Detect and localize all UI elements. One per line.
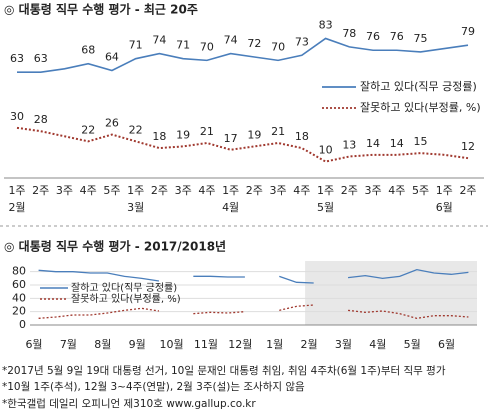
- series-line: [38, 268, 469, 284]
- x-tick-label: 5주: [412, 184, 429, 197]
- data-label: 64: [105, 50, 119, 63]
- data-label: 70: [271, 40, 285, 53]
- y-tick-label: 40: [12, 291, 26, 304]
- month-label: 4월: [222, 201, 239, 214]
- legend-label: 잘하고 있다(직무 긍정률): [71, 281, 177, 294]
- data-label: 26: [105, 117, 119, 130]
- x-tick-label: 2주: [459, 184, 476, 197]
- data-label: 22: [81, 123, 95, 136]
- x-tick-label: 1주: [436, 184, 453, 197]
- y-tick-label: 20: [12, 305, 26, 318]
- data-label: 63: [10, 52, 24, 65]
- data-label: 21: [271, 125, 285, 138]
- data-label: 83: [319, 18, 333, 31]
- x-tick-label: 9월: [129, 338, 146, 351]
- y-tick-label: 0: [19, 318, 26, 331]
- data-label: 14: [390, 137, 404, 150]
- month-label: 2월: [8, 201, 25, 214]
- data-label: 21: [200, 125, 214, 138]
- month-label: 5월: [317, 201, 334, 214]
- data-label: 17: [224, 132, 238, 145]
- x-tick-label: 3주: [56, 184, 73, 197]
- x-tick-label: 4주: [198, 184, 215, 197]
- data-label: 63: [34, 52, 48, 65]
- data-label: 30: [10, 110, 24, 123]
- x-tick-label: 1주: [127, 184, 144, 197]
- x-tick-label: 4주: [80, 184, 97, 197]
- x-tick-label: 3주: [175, 184, 192, 197]
- data-label: 15: [414, 135, 428, 148]
- data-label: 72: [247, 37, 261, 50]
- data-label: 19: [247, 128, 261, 141]
- month-label: 3월: [127, 201, 144, 214]
- data-label: 70: [200, 40, 214, 53]
- x-tick-label: 2주: [246, 184, 263, 197]
- data-label: 74: [224, 34, 238, 47]
- x-tick-label: 1월: [266, 338, 283, 351]
- data-label: 71: [176, 39, 190, 52]
- x-tick-label: 4주: [293, 184, 310, 197]
- data-label: 79: [461, 25, 475, 38]
- x-tick-label: 2주: [151, 184, 168, 197]
- x-tick-label: 3주: [364, 184, 381, 197]
- y-tick-label: 60: [12, 278, 26, 291]
- x-tick-label: 2주: [32, 184, 49, 197]
- data-label: 12: [461, 140, 475, 153]
- data-label: 18: [295, 130, 309, 143]
- data-label: 73: [295, 35, 309, 48]
- data-label: 18: [152, 130, 166, 143]
- footnote: *10월 1주(추석), 12월 3~4주(연말), 2월 3주(설)는 조사하…: [2, 380, 305, 393]
- chart-title: ◎ 대통령 직무 수행 평가 - 2017/2018년: [4, 239, 226, 254]
- legend-label: 잘하고 있다(직무 긍정률): [360, 79, 477, 93]
- footnote: *한국갤럽 데일리 오피니언 제310호 www.gallup.co.kr: [2, 397, 256, 410]
- x-tick-label: 2주: [341, 184, 358, 197]
- data-label: 78: [342, 27, 356, 40]
- x-tick-label: 12월: [228, 338, 252, 351]
- data-label: 71: [129, 39, 143, 52]
- x-tick-label: 5주: [103, 184, 120, 197]
- x-tick-label: 3월: [335, 338, 352, 351]
- x-tick-label: 1주: [222, 184, 239, 197]
- series-line: [38, 304, 469, 319]
- data-label: 74: [152, 34, 166, 47]
- x-tick-label: 4주: [388, 184, 405, 197]
- x-tick-label: 1주: [8, 184, 25, 197]
- x-tick-label: 10월: [159, 338, 183, 351]
- x-tick-label: 7월: [60, 338, 77, 351]
- x-tick-label: 6월: [25, 338, 42, 351]
- x-tick-label: 8월: [94, 338, 111, 351]
- x-tick-label: 5월: [404, 338, 421, 351]
- chart-title: ◎ 대통령 직무 수행 평가 - 최근 20주: [4, 2, 198, 17]
- data-label: 10: [319, 144, 333, 157]
- legend-label: 잘못하고 있다(부정률, %): [71, 292, 181, 305]
- footnote: *2017년 5월 9일 19대 대통령 선거, 10일 문재인 대통령 취임,…: [2, 364, 446, 377]
- data-label: 19: [176, 128, 190, 141]
- x-tick-label: 2월: [301, 338, 318, 351]
- x-tick-label: 3주: [270, 184, 287, 197]
- x-tick-label: 1주: [317, 184, 334, 197]
- series-line: [17, 37, 469, 73]
- x-tick-label: 4월: [369, 338, 386, 351]
- data-label: 75: [414, 32, 428, 45]
- data-label: 68: [81, 44, 95, 57]
- data-label: 76: [390, 30, 404, 43]
- data-label: 28: [34, 113, 48, 126]
- data-label: 14: [366, 137, 380, 150]
- data-label: 13: [342, 139, 356, 152]
- data-label: 22: [129, 123, 143, 136]
- x-tick-label: 11월: [194, 338, 218, 351]
- x-tick-label: 6월: [438, 338, 455, 351]
- data-label: 76: [366, 30, 380, 43]
- y-tick-label: 80: [12, 265, 26, 278]
- month-label: 6월: [436, 201, 453, 214]
- series-line: [16, 126, 469, 163]
- legend-label: 잘못하고 있다(부정률, %): [360, 100, 481, 114]
